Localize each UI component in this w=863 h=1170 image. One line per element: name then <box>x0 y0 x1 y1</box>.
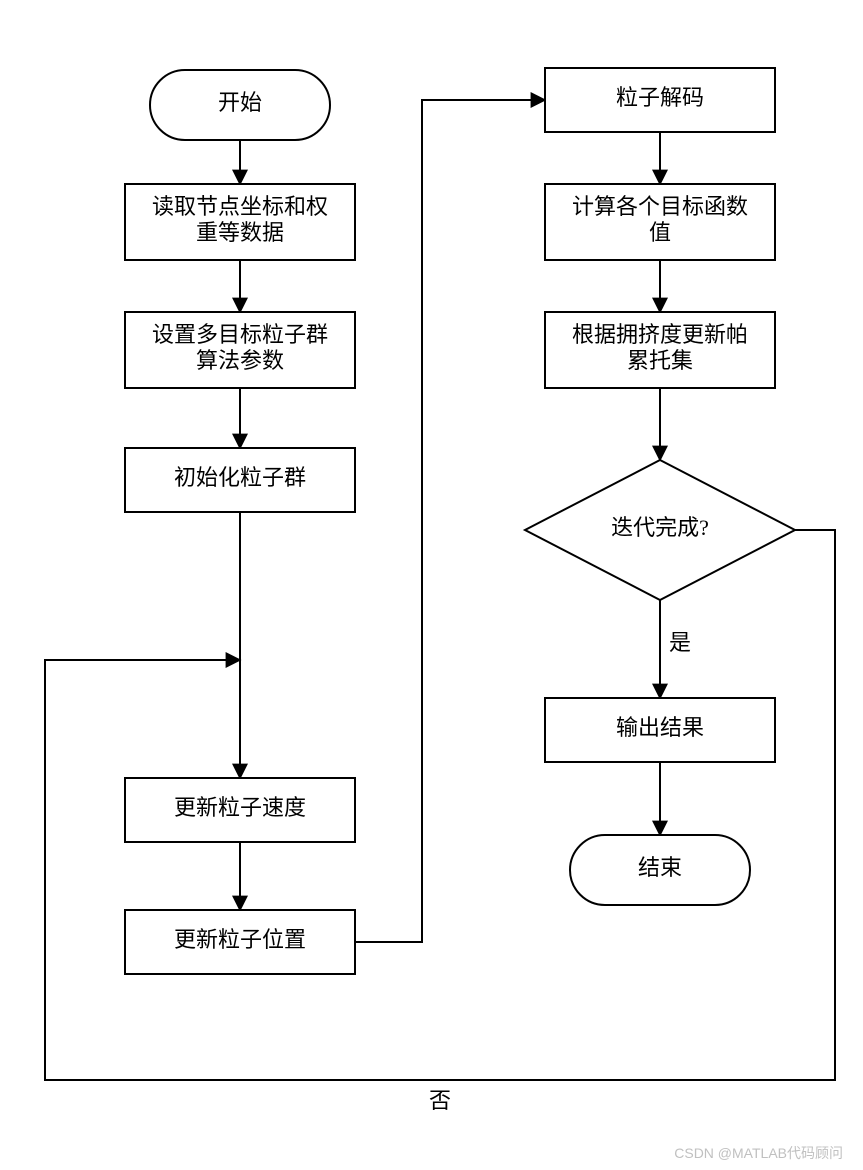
watermark: CSDN @MATLAB代码顾问 <box>674 1145 843 1161</box>
node-label: 更新粒子速度 <box>174 795 306 820</box>
node-decode: 粒子解码 <box>545 68 775 132</box>
node-pos: 更新粒子位置 <box>125 910 355 974</box>
node-read: 读取节点坐标和权重等数据 <box>125 184 355 260</box>
node-label: 粒子解码 <box>616 85 704 110</box>
node-label: 算法参数 <box>196 348 284 373</box>
edge-label: 否 <box>429 1088 451 1113</box>
node-label: 输出结果 <box>616 715 704 740</box>
node-label: 读取节点坐标和权 <box>152 194 328 219</box>
node-init: 初始化粒子群 <box>125 448 355 512</box>
node-label: 值 <box>649 220 671 245</box>
node-label: 迭代完成? <box>611 515 709 540</box>
node-label: 结束 <box>638 855 682 880</box>
node-label: 计算各个目标函数 <box>572 194 748 219</box>
node-label: 重等数据 <box>196 220 284 245</box>
node-label: 更新粒子位置 <box>174 927 306 952</box>
node-label: 累托集 <box>627 348 693 373</box>
node-vel: 更新粒子速度 <box>125 778 355 842</box>
edge-label: 是 <box>669 630 691 655</box>
flowchart: 是否开始读取节点坐标和权重等数据设置多目标粒子群算法参数初始化粒子群更新粒子速度… <box>0 0 863 1170</box>
node-start: 开始 <box>150 70 330 140</box>
node-iter: 迭代完成? <box>525 460 795 600</box>
edge <box>355 100 545 942</box>
node-out: 输出结果 <box>545 698 775 762</box>
node-obj: 计算各个目标函数值 <box>545 184 775 260</box>
node-label: 开始 <box>218 90 262 115</box>
node-label: 设置多目标粒子群 <box>152 322 328 347</box>
node-param: 设置多目标粒子群算法参数 <box>125 312 355 388</box>
node-pareto: 根据拥挤度更新帕累托集 <box>545 312 775 388</box>
node-end: 结束 <box>570 835 750 905</box>
node-label: 根据拥挤度更新帕 <box>572 322 748 347</box>
node-label: 初始化粒子群 <box>174 465 306 490</box>
nodes: 开始读取节点坐标和权重等数据设置多目标粒子群算法参数初始化粒子群更新粒子速度更新… <box>125 68 795 974</box>
